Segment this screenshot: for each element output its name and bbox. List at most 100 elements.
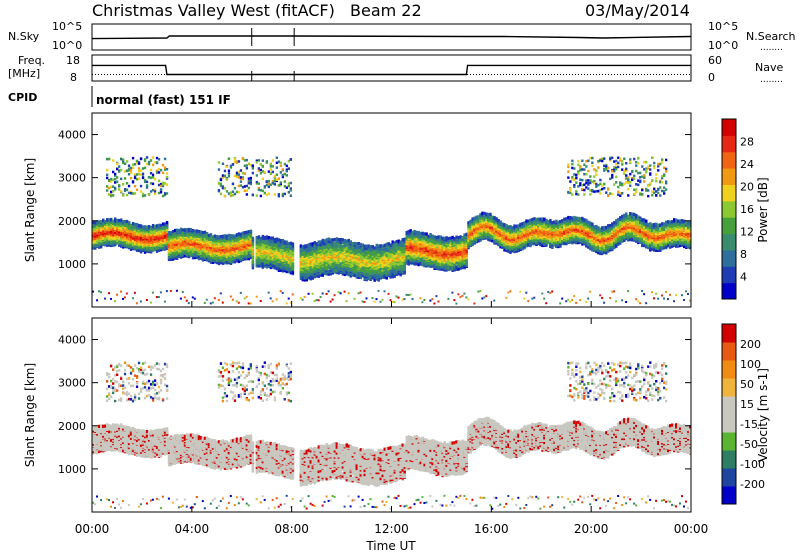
scatter-cell — [108, 241, 111, 245]
scatter-cell — [106, 218, 109, 222]
scatter-cell — [303, 295, 306, 298]
scatter-cell — [155, 156, 159, 160]
scatter-cell — [149, 226, 153, 230]
scatter-cell — [116, 222, 119, 226]
scatter-cell — [106, 173, 109, 177]
scatter-cell — [163, 182, 167, 185]
beam-label: Beam 22 — [350, 1, 422, 20]
scatter-cell — [129, 169, 133, 172]
scatter-cell — [112, 170, 115, 174]
scatter-cell — [125, 160, 129, 163]
scatter-cell — [114, 174, 117, 177]
scatter-cell — [118, 231, 121, 235]
scatter-cell — [133, 225, 137, 229]
scatter-cell — [265, 180, 268, 183]
scatter-cell — [223, 174, 227, 177]
scatter-cell — [112, 222, 115, 226]
scatter-cell — [311, 292, 314, 295]
scatter-cell — [123, 225, 127, 229]
scatter-cell — [201, 237, 205, 241]
scatter-cell — [285, 164, 288, 168]
scatter-cell — [187, 302, 190, 305]
station-title: Christmas Valley West (fitACF) — [92, 1, 335, 20]
scatter-cell — [127, 221, 131, 225]
scatter-cell — [120, 225, 123, 229]
scatter-cell — [223, 187, 227, 190]
scatter-cell — [257, 159, 260, 162]
scatter-cell — [120, 242, 123, 246]
scatter-cell — [125, 193, 129, 197]
scatter-cell — [325, 293, 328, 295]
scatter-cell — [149, 168, 153, 172]
scatter-cell — [118, 218, 121, 223]
scatter-cell — [159, 240, 163, 244]
scatter-cell — [141, 194, 145, 198]
scatter-cell — [143, 159, 147, 163]
scatter-cell — [195, 237, 199, 241]
scatter-cell — [159, 188, 163, 191]
scatter-cell — [183, 228, 187, 232]
scatter-cell — [343, 290, 346, 293]
scatter-cell — [157, 239, 161, 243]
scatter-cell — [379, 300, 382, 303]
scatter-cell — [237, 160, 241, 163]
scatter-cell — [201, 250, 205, 254]
scatter-cell — [131, 223, 135, 227]
scatter-cell — [116, 162, 119, 166]
scatter-cell — [179, 252, 183, 256]
scatter-cell — [217, 182, 221, 185]
scatter-cell — [165, 172, 169, 175]
scatter-cell — [259, 194, 262, 198]
scatter-cell — [143, 230, 147, 235]
scatter-cell — [249, 229, 253, 233]
scatter-cell — [165, 233, 169, 237]
scatter-cell — [191, 244, 195, 248]
scatter-cell — [108, 186, 111, 190]
scatter-cell — [199, 248, 203, 252]
scatter-cell — [137, 169, 141, 173]
scatter-cell — [227, 157, 231, 160]
scatter-cell — [195, 229, 199, 233]
scatter-cell — [112, 190, 115, 193]
scatter-cell — [145, 299, 148, 301]
scatter-cell — [183, 296, 186, 299]
scatter-cell — [247, 162, 250, 166]
scatter-cell — [179, 229, 183, 233]
scatter-cell — [179, 239, 183, 243]
scatter-cell — [123, 162, 127, 165]
scatter-cell — [116, 229, 119, 233]
scatter-cell — [161, 163, 165, 167]
scatter-cell — [145, 225, 149, 229]
scatter-cell — [271, 159, 274, 162]
scatter-cell — [275, 178, 278, 181]
scatter-cell — [221, 162, 225, 165]
scatter-cell — [157, 171, 161, 174]
scatter-cell — [249, 179, 252, 182]
scatter-cell — [143, 242, 147, 246]
scatter-cell — [219, 178, 223, 181]
scatter-cell — [108, 221, 111, 226]
scatter-cell — [243, 172, 246, 175]
scatter-cell — [287, 167, 290, 170]
scatter-cell — [92, 243, 95, 247]
scatter-cell — [114, 228, 117, 232]
scatter-cell — [255, 194, 258, 197]
freq-label: Freq. — [18, 54, 45, 67]
freq-series — [92, 64, 691, 76]
scatter-cell — [219, 192, 223, 196]
scatter-cell — [287, 297, 290, 300]
scatter-cell — [104, 227, 107, 231]
scatter-cell — [165, 176, 169, 179]
scatter-cell — [247, 181, 250, 185]
scatter-cell — [110, 177, 113, 181]
scatter-cell — [277, 160, 280, 164]
scatter-cell — [96, 225, 99, 229]
scatter-cell — [283, 192, 286, 196]
scatter-cell — [151, 182, 155, 186]
scatter-cell — [135, 178, 139, 181]
scatter-cell — [141, 225, 145, 229]
scatter-cell — [207, 255, 211, 259]
scatter-cell — [179, 255, 183, 259]
scatter-cell — [211, 301, 214, 304]
scatter-cell — [161, 241, 165, 245]
